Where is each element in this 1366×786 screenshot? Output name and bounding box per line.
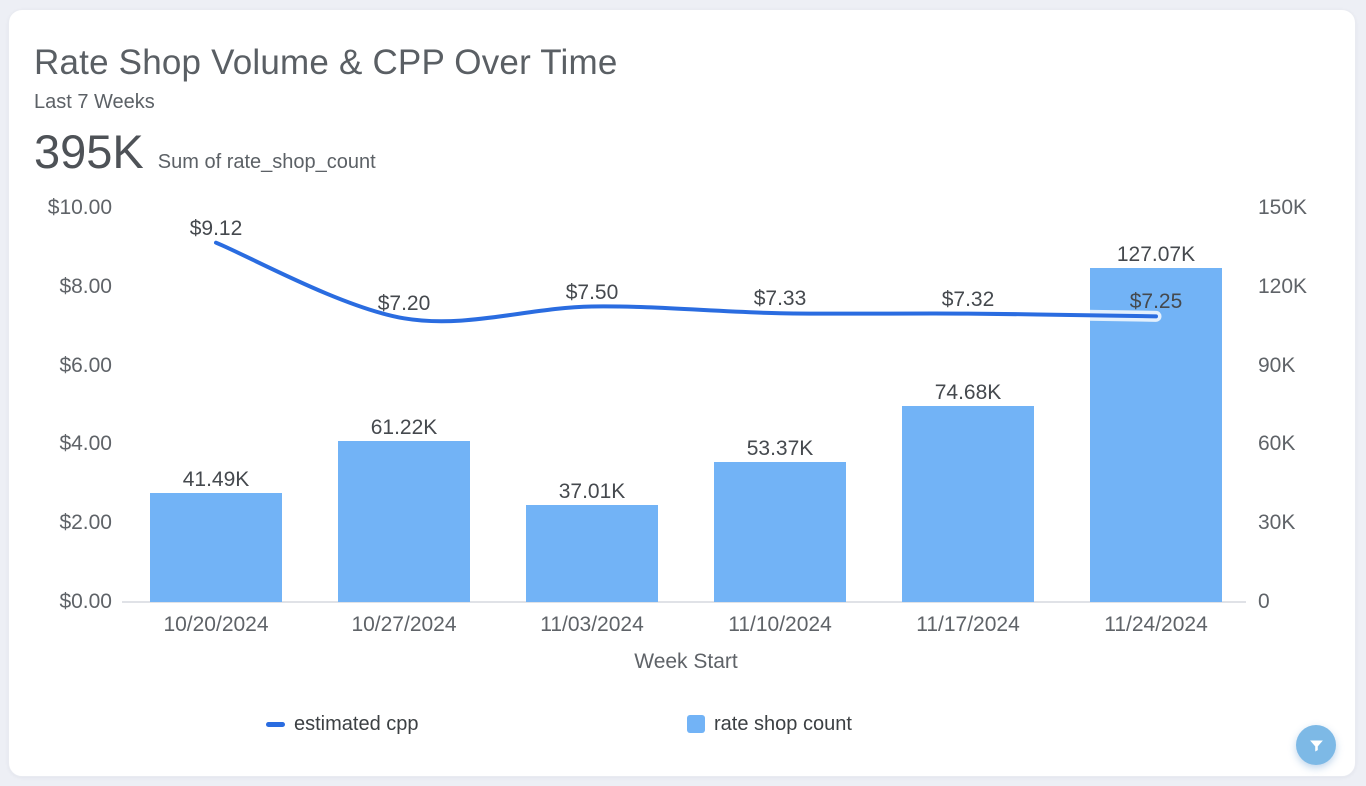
chart-title: Rate Shop Volume & CPP Over Time <box>34 43 618 82</box>
bar[interactable] <box>526 504 658 602</box>
bar-value-label: 127.07K <box>1116 243 1196 267</box>
line-legend-marker-icon <box>266 721 285 727</box>
y-axis-left-tick: $10.00 <box>47 196 112 219</box>
x-axis-category: 11/24/2024 <box>1104 613 1208 636</box>
legend-item-rate-shop-count[interactable]: rate shop count <box>687 711 852 737</box>
x-axis-category: 10/27/2024 <box>351 613 457 636</box>
y-axis-right-tick: 150K <box>1258 196 1308 219</box>
cpp-value-label: $9.12 <box>189 216 243 240</box>
bar[interactable] <box>1090 268 1222 602</box>
y-axis-right-tick: 60K <box>1258 432 1296 456</box>
y-axis-right-tick: 120K <box>1258 274 1308 298</box>
bar[interactable] <box>150 493 282 602</box>
bar-value-label: 41.49K <box>182 468 250 492</box>
y-axis-right-tick: 30K <box>1258 511 1296 535</box>
filter-button[interactable] <box>1296 725 1336 765</box>
y-axis-left-tick: $8.00 <box>59 274 112 298</box>
bar-value-label: 61.22K <box>370 416 438 440</box>
chart-subtitle: Last 7 Weeks <box>34 91 155 113</box>
bar[interactable] <box>714 461 846 602</box>
bar-value-label: 53.37K <box>746 436 814 460</box>
x-axis-category: 11/03/2024 <box>540 613 644 636</box>
y-axis-left-tick: $6.00 <box>59 353 112 377</box>
x-axis-category: 10/20/2024 <box>163 613 269 636</box>
funnel-icon <box>1308 737 1325 754</box>
bar-value-label: 37.01K <box>558 479 626 503</box>
x-axis-line <box>122 601 1246 603</box>
y-axis-left-tick: $2.00 <box>59 511 112 535</box>
x-axis-title: Week Start <box>634 650 738 673</box>
cpp-value-label: $7.32 <box>941 287 995 311</box>
kpi-row: 395K Sum of rate_shop_count <box>34 128 376 175</box>
bar[interactable] <box>338 441 470 602</box>
bar[interactable] <box>902 405 1034 602</box>
y-axis-right-tick: 0 <box>1258 590 1270 613</box>
kpi-label: Sum of rate_shop_count <box>157 151 376 173</box>
cpp-value-label: $7.33 <box>753 287 807 311</box>
cpp-value-label: $7.50 <box>565 280 619 304</box>
legend-label: estimated cpp <box>294 712 419 735</box>
y-axis-right-tick: 90K <box>1258 353 1296 377</box>
bar-legend-marker-icon <box>687 715 705 733</box>
cpp-value-label: $7.20 <box>377 292 431 316</box>
y-axis-left-tick: $0.00 <box>59 590 112 613</box>
legend-item-estimated-cpp[interactable]: estimated cpp <box>266 711 419 737</box>
cpp-value-label: $7.25 <box>1129 290 1183 314</box>
legend-label: rate shop count <box>714 712 852 735</box>
bar-value-label: 74.68K <box>934 380 1002 404</box>
x-axis-category: 11/10/2024 <box>728 613 832 636</box>
y-axis-left-tick: $4.00 <box>59 432 112 456</box>
kpi-value: 395K <box>34 125 144 178</box>
x-axis-category: 11/17/2024 <box>916 613 1020 636</box>
